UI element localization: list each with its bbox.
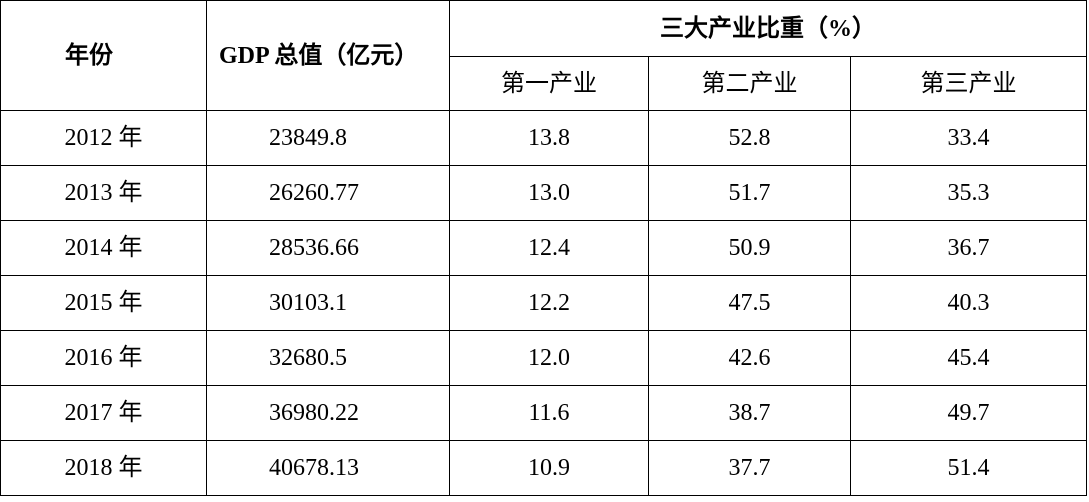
tertiary-share-cell: 40.3 (849, 275, 1088, 331)
secondary-share-cell: 42.6 (648, 330, 851, 386)
year-cell: 2013 年 (0, 165, 207, 221)
secondary-share-cell: 38.7 (648, 385, 851, 441)
primary-share-cell: 12.0 (449, 330, 649, 386)
year-cell: 2015 年 (0, 275, 207, 331)
secondary-share-cell: 52.8 (648, 110, 851, 166)
secondary-share-cell: 51.7 (648, 165, 851, 221)
primary-share-cell: 11.6 (449, 385, 649, 441)
gdp-cell: 26260.77 (206, 165, 450, 221)
gdp-cell: 30103.1 (206, 275, 450, 331)
gdp-header: GDP 总值（亿元） (206, 0, 450, 111)
header-row-2: 第一产业 第二产业 第三产业 (1, 56, 1088, 111)
header-row-1: 年份 GDP 总值（亿元） 三大产业比重（%） (0, 0, 1088, 111)
gdp-cell: 28536.66 (206, 220, 450, 276)
secondary-industry-header: 第二产业 (648, 56, 851, 111)
primary-share-cell: 13.0 (449, 165, 649, 221)
year-cell: 2018 年 (0, 440, 207, 496)
year-cell: 2012 年 (0, 110, 207, 166)
table-header: 年份 GDP 总值（亿元） 三大产业比重（%） 第一产业 第二产业 第三产业 (0, 0, 1088, 111)
year-header: 年份 (0, 0, 207, 111)
year-cell: 2014 年 (0, 220, 207, 276)
primary-share-cell: 12.2 (449, 275, 649, 331)
primary-industry-header: 第一产业 (449, 56, 649, 111)
primary-share-cell: 10.9 (449, 440, 649, 496)
table-body: 2012 年 23849.8 13.8 52.8 33.4 2013 年 26260.77 1… (0, 110, 1088, 496)
tertiary-industry-header: 第三产业 (849, 56, 1088, 111)
table-row: 2015 年 30103.1 12.2 47.5 40.3 (0, 275, 1088, 331)
primary-share-cell: 13.8 (449, 110, 649, 166)
tertiary-share-cell: 51.4 (849, 440, 1088, 496)
industry-share-header: 三大产业比重（%） (448, 0, 1088, 57)
year-cell: 2017 年 (0, 385, 207, 441)
gdp-cell: 23849.8 (206, 110, 450, 166)
year-cell: 2016 年 (0, 330, 207, 386)
table-row: 2018 年 40678.13 10.9 37.7 51.4 (0, 440, 1088, 496)
gdp-cell: 36980.22 (206, 385, 450, 441)
tertiary-share-cell: 36.7 (849, 220, 1088, 276)
table-row: 2016 年 32680.5 12.0 42.6 45.4 (0, 330, 1088, 386)
table-row: 2013 年 26260.77 13.0 51.7 35.3 (0, 165, 1088, 221)
tertiary-share-cell: 45.4 (849, 330, 1088, 386)
table-row: 2014 年 28536.66 12.4 50.9 36.7 (0, 220, 1088, 276)
tertiary-share-cell: 33.4 (849, 110, 1088, 166)
gdp-cell: 40678.13 (206, 440, 450, 496)
tertiary-share-cell: 49.7 (849, 385, 1088, 441)
tertiary-share-cell: 35.3 (849, 165, 1088, 221)
secondary-share-cell: 37.7 (648, 440, 851, 496)
table-row: 2017 年 36980.22 11.6 38.7 49.7 (0, 385, 1088, 441)
gdp-cell: 32680.5 (206, 330, 450, 386)
secondary-share-cell: 47.5 (648, 275, 851, 331)
primary-share-cell: 12.4 (449, 220, 649, 276)
secondary-share-cell: 50.9 (648, 220, 851, 276)
table-row: 2012 年 23849.8 13.8 52.8 33.4 (0, 110, 1088, 166)
